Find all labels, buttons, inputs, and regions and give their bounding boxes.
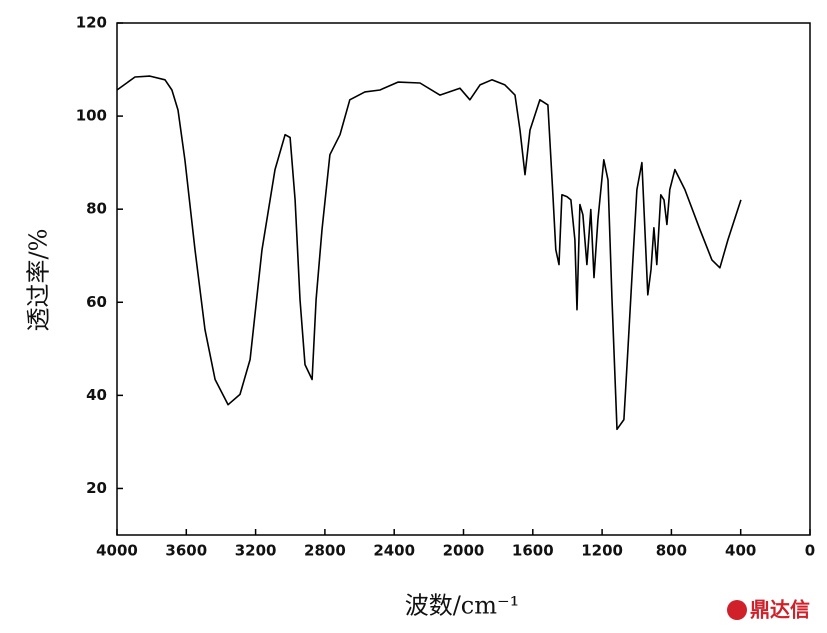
- x-tick-label: 4000: [96, 542, 138, 560]
- x-tick-label: 2800: [304, 542, 346, 560]
- plot-frame: [116, 22, 811, 536]
- x-tick-label: 1200: [581, 542, 623, 560]
- x-tick-label: 3200: [235, 542, 277, 560]
- y-tick-label: 120: [76, 14, 107, 32]
- x-tick-label: 3600: [165, 542, 207, 560]
- x-tick-label: 2000: [443, 542, 485, 560]
- y-tick-label: 100: [76, 107, 107, 125]
- y-tick-label: 80: [86, 200, 107, 218]
- x-tick-label: 1600: [512, 542, 554, 560]
- x-axis-label: 波数/cm⁻¹: [405, 592, 520, 620]
- watermark: 鼎达信: [750, 598, 810, 622]
- x-tick-label: 400: [725, 542, 756, 560]
- y-tick-label: 40: [86, 386, 107, 404]
- y-axis-label: 透过率/%: [25, 229, 53, 332]
- y-tick-label: 20: [86, 479, 107, 497]
- x-tick-label: 800: [656, 542, 687, 560]
- x-tick-label: 2400: [373, 542, 415, 560]
- y-tick-label: 60: [86, 293, 107, 311]
- x-tick-label: 0: [805, 542, 815, 560]
- watermark-logo: [727, 600, 747, 620]
- spectrum-line: [116, 75, 742, 431]
